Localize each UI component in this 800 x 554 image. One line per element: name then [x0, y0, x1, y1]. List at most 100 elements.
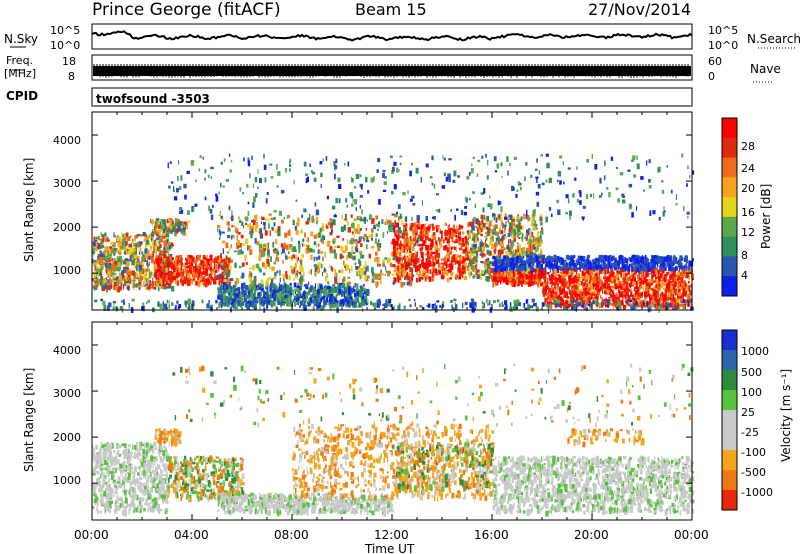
- heatmap-cell: [331, 267, 334, 272]
- heatmap-cell: [240, 234, 244, 239]
- heatmap-cell: [305, 248, 308, 254]
- heatmap-cell: [473, 216, 476, 221]
- heatmap-cell: [322, 272, 323, 276]
- heatmap-cell: [431, 268, 433, 273]
- heatmap-cell: [422, 240, 426, 246]
- heatmap-cell: [576, 258, 580, 263]
- heatmap-cell: [94, 285, 98, 290]
- heatmap-cell: [587, 265, 591, 270]
- heatmap-cell: [285, 255, 288, 260]
- heatmap-cell: [156, 268, 160, 272]
- heatmap-cell: [543, 257, 547, 262]
- heatmap-cell: [509, 238, 512, 243]
- heatmap-cell: [594, 258, 597, 263]
- heatmap-cell: [100, 240, 104, 244]
- station-title: Prince George (fitACF): [92, 0, 281, 20]
- heatmap-cell: [220, 260, 224, 263]
- heatmap-cell: [392, 282, 396, 285]
- heatmap-cell: [95, 278, 99, 281]
- heatmap-cell: [432, 251, 436, 255]
- heatmap-cell: [245, 262, 248, 265]
- heatmap-cell: [280, 252, 283, 255]
- heatmap-cell: [296, 222, 300, 227]
- heatmap-cell: [511, 240, 515, 246]
- heatmap-cell: [105, 279, 107, 286]
- heatmap-cell: [541, 268, 544, 275]
- heatmap-cell: [166, 264, 169, 270]
- heatmap-cell: [402, 265, 406, 270]
- heatmap-cell: [234, 290, 236, 294]
- heatmap-cell: [148, 255, 151, 261]
- heatmap-cell: [150, 253, 152, 259]
- heatmap-cell: [390, 241, 394, 244]
- heatmap-cell: [464, 247, 468, 252]
- heatmap-cell: [285, 291, 289, 294]
- heatmap-cell: [626, 263, 628, 267]
- heatmap-cell: [360, 301, 364, 307]
- heatmap-cell: [406, 247, 410, 251]
- heatmap-cell: [100, 244, 105, 248]
- heatmap-cell: [461, 242, 465, 245]
- heatmap-cell: [273, 293, 276, 298]
- heatmap-cell: [231, 301, 235, 308]
- heatmap-cell: [216, 275, 219, 281]
- heatmap-cell: [462, 256, 465, 262]
- heatmap-cell: [470, 229, 473, 234]
- heatmap-cell: [275, 293, 279, 299]
- heatmap-cell: [366, 219, 369, 222]
- heatmap-cell: [480, 261, 484, 263]
- heatmap-cell: [284, 289, 288, 293]
- heatmap-cell: [397, 268, 399, 272]
- heatmap-cell: [204, 272, 206, 278]
- heatmap-cell: [404, 231, 406, 236]
- heatmap-cell: [406, 249, 408, 252]
- heatmap-cell: [268, 297, 272, 302]
- heatmap-cell: [470, 251, 473, 256]
- heatmap-cell: [634, 264, 637, 271]
- heatmap-cell: [500, 276, 503, 281]
- heatmap-cell: [231, 215, 234, 221]
- heatmap-cell: [143, 277, 146, 283]
- heatmap-cell: [573, 279, 575, 285]
- heatmap-cell: [528, 274, 532, 278]
- heatmap-cell: [390, 226, 393, 230]
- heatmap-cell: [307, 301, 310, 305]
- heatmap-cell: [512, 278, 514, 283]
- heatmap-cell: [153, 225, 156, 231]
- heatmap-cell: [241, 290, 245, 295]
- heatmap-cell: [281, 296, 285, 301]
- heatmap-cell: [323, 293, 326, 297]
- heatmap-cell: [452, 255, 456, 261]
- heatmap-cell: [432, 232, 436, 236]
- heatmap-cell: [189, 262, 192, 266]
- heatmap-cell: [453, 246, 457, 251]
- heatmap-cell: [322, 300, 326, 303]
- heatmap-cell: [359, 275, 362, 280]
- heatmap-cell: [105, 246, 109, 252]
- heatmap-cell: [600, 295, 602, 299]
- heatmap-cell: [143, 239, 147, 242]
- heatmap-cell: [263, 225, 266, 230]
- heatmap-cell: [540, 280, 542, 284]
- heatmap-cell: [218, 214, 222, 217]
- heatmap-cell: [591, 259, 596, 262]
- heatmap-cell: [684, 295, 688, 298]
- heatmap-cell: [160, 263, 165, 267]
- heatmap-cell: [155, 263, 158, 268]
- heatmap-cell: [200, 271, 203, 275]
- heatmap-cell: [535, 222, 537, 228]
- heatmap-cell: [230, 298, 233, 302]
- heatmap-cell: [384, 273, 386, 276]
- heatmap-cell: [342, 276, 346, 282]
- heatmap-cell: [639, 267, 643, 272]
- heatmap-cell: [518, 258, 521, 262]
- heatmap-cell: [512, 271, 515, 278]
- heatmap-cell: [507, 247, 511, 252]
- heatmap-cell: [504, 227, 506, 234]
- heatmap-cell: [534, 259, 537, 263]
- heatmap-cell: [343, 224, 347, 231]
- heatmap-cell: [403, 244, 405, 249]
- heatmap-cell: [610, 259, 612, 265]
- heatmap-cell: [202, 255, 206, 260]
- heatmap-cell: [228, 265, 232, 271]
